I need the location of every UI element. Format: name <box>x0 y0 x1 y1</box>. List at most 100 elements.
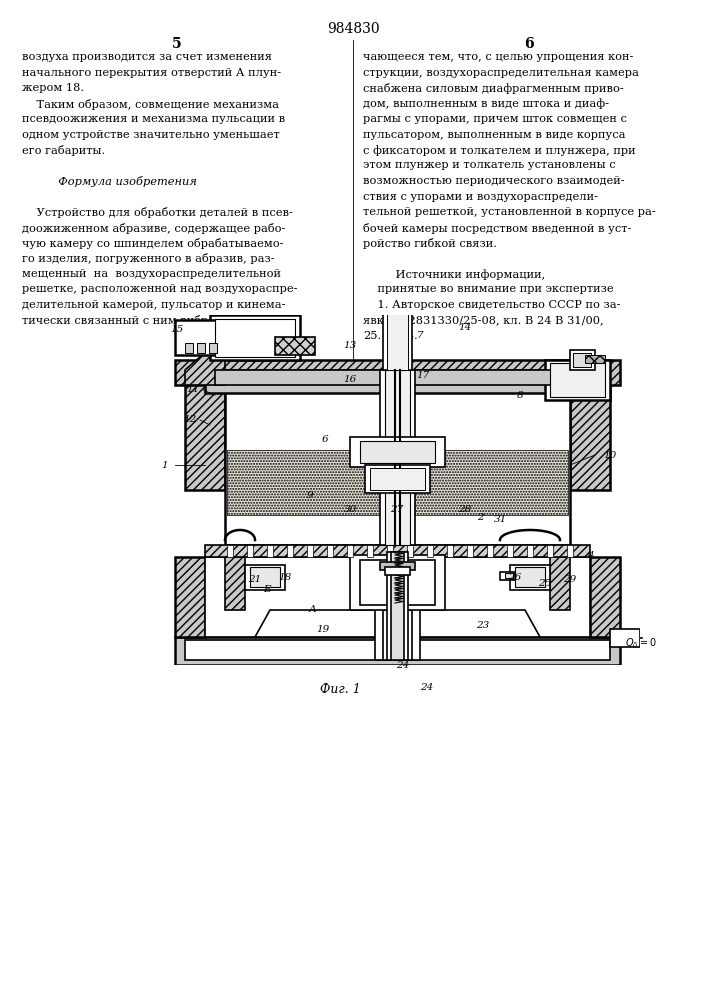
Bar <box>267 545 273 557</box>
Text: явке № 2831330/25-08, кл. В 24 В 31/00,: явке № 2831330/25-08, кл. В 24 В 31/00, <box>363 316 604 326</box>
Bar <box>360 560 435 605</box>
Text: 17: 17 <box>416 370 430 379</box>
Text: тельной решеткой, установленной в корпусе ра-: тельной решеткой, установленной в корпус… <box>363 207 656 217</box>
Text: псевдоожижения и механизма пульсации в: псевдоожижения и механизма пульсации в <box>22 114 285 124</box>
Text: 6: 6 <box>322 436 328 444</box>
Text: чую камеру со шпинделем обрабатываемо-: чую камеру со шпинделем обрабатываемо- <box>22 238 284 249</box>
Text: чающееся тем, что, с целью упрощения кон-: чающееся тем, что, с целью упрощения кон… <box>363 52 633 62</box>
Bar <box>500 572 515 580</box>
Bar <box>215 370 575 385</box>
Bar <box>487 545 493 557</box>
Bar <box>610 629 640 647</box>
Text: Б: Б <box>263 585 271 594</box>
Text: 1. Авторское свидетельство СССР по за-: 1. Авторское свидетельство СССР по за- <box>363 300 621 310</box>
Text: бочей камеры посредством введенной в уст-: бочей камеры посредством введенной в уст… <box>363 223 631 233</box>
Text: 16: 16 <box>344 375 356 384</box>
Bar <box>570 380 610 490</box>
Text: струкции, воздухораспределительная камера: струкции, воздухораспределительная камер… <box>363 68 639 78</box>
Bar <box>209 343 217 353</box>
Bar <box>515 567 545 587</box>
Bar <box>585 355 605 363</box>
Bar <box>383 610 412 660</box>
Bar <box>350 437 445 467</box>
Bar <box>275 337 315 355</box>
Bar <box>407 545 413 557</box>
Bar <box>227 545 233 557</box>
Bar <box>375 605 420 660</box>
Bar <box>550 363 605 397</box>
Bar <box>387 545 393 557</box>
Text: 25: 25 <box>538 578 551 587</box>
Bar <box>197 343 205 353</box>
Bar <box>427 545 433 557</box>
Bar <box>185 343 193 353</box>
Bar <box>385 567 410 575</box>
Bar <box>380 562 415 570</box>
Text: 19: 19 <box>316 626 329 635</box>
Bar <box>327 545 333 557</box>
Text: с фиксатором и толкателем и плунжера, при: с фиксатором и толкателем и плунжера, пр… <box>363 145 636 156</box>
Bar <box>175 557 205 637</box>
Text: го изделия, погруженного в абразив, раз-: го изделия, погруженного в абразив, раз- <box>22 253 274 264</box>
Bar <box>175 637 620 665</box>
Text: 4: 4 <box>587 550 593 560</box>
Text: 9: 9 <box>307 490 313 499</box>
Bar <box>350 555 445 610</box>
Text: 30: 30 <box>344 506 356 514</box>
Bar <box>215 319 295 357</box>
Text: 28: 28 <box>458 506 472 514</box>
Bar <box>245 565 285 590</box>
Text: 5: 5 <box>173 37 182 51</box>
Bar <box>505 573 513 578</box>
Bar <box>205 373 590 393</box>
Bar <box>391 552 404 660</box>
Bar <box>380 370 415 545</box>
Text: 26: 26 <box>508 572 522 582</box>
Bar <box>507 545 513 557</box>
Bar <box>367 545 373 557</box>
Bar <box>175 320 230 355</box>
Text: 12: 12 <box>183 416 197 424</box>
Text: Источники информации,: Источники информации, <box>363 269 545 280</box>
Bar <box>175 360 620 385</box>
Text: $Q_\delta=0$: $Q_\delta=0$ <box>625 636 657 650</box>
Bar <box>347 545 353 557</box>
Text: решетке, расположенной над воздухораспре-: решетке, расположенной над воздухораспре… <box>22 284 298 294</box>
Text: ройство гибкой связи.: ройство гибкой связи. <box>363 238 497 249</box>
Text: 23: 23 <box>477 620 490 630</box>
Bar <box>185 380 225 490</box>
Bar <box>307 545 313 557</box>
Text: 29: 29 <box>563 576 577 584</box>
Text: принятые во внимание при экспертизе: принятые во внимание при экспертизе <box>363 284 614 294</box>
Text: пульсатором, выполненным в виде корпуса: пульсатором, выполненным в виде корпуса <box>363 129 626 139</box>
Bar <box>210 315 300 360</box>
Bar <box>370 468 425 490</box>
Bar <box>225 370 570 545</box>
Bar <box>250 567 280 587</box>
Bar <box>383 310 412 370</box>
Bar <box>387 310 408 370</box>
Bar <box>360 441 435 463</box>
Bar <box>590 557 620 637</box>
Bar <box>573 353 591 367</box>
Bar <box>570 350 595 370</box>
Text: 24: 24 <box>397 660 409 670</box>
Text: 1: 1 <box>162 460 168 470</box>
Bar <box>247 545 253 557</box>
Text: возможностью периодического взаимодей-: возможностью периодического взаимодей- <box>363 176 624 186</box>
Text: 10: 10 <box>603 450 617 460</box>
Bar <box>287 545 293 557</box>
Text: рагмы с упорами, причем шток совмещен с: рагмы с упорами, причем шток совмещен с <box>363 114 627 124</box>
Text: 25.10.74.: 25.10.74. <box>363 331 418 341</box>
Bar <box>365 465 430 493</box>
Text: 27: 27 <box>390 506 404 514</box>
Bar <box>227 450 568 515</box>
Text: этом плунжер и толкатель установлены с: этом плунжер и толкатель установлены с <box>363 160 616 170</box>
Text: Таким образом, совмещение механизма: Таким образом, совмещение механизма <box>22 99 279 109</box>
Bar <box>387 552 408 660</box>
Text: 14: 14 <box>458 322 472 332</box>
Bar <box>205 545 590 557</box>
Bar <box>205 557 590 637</box>
Text: жером 18.: жером 18. <box>22 83 84 93</box>
Bar <box>467 545 473 557</box>
